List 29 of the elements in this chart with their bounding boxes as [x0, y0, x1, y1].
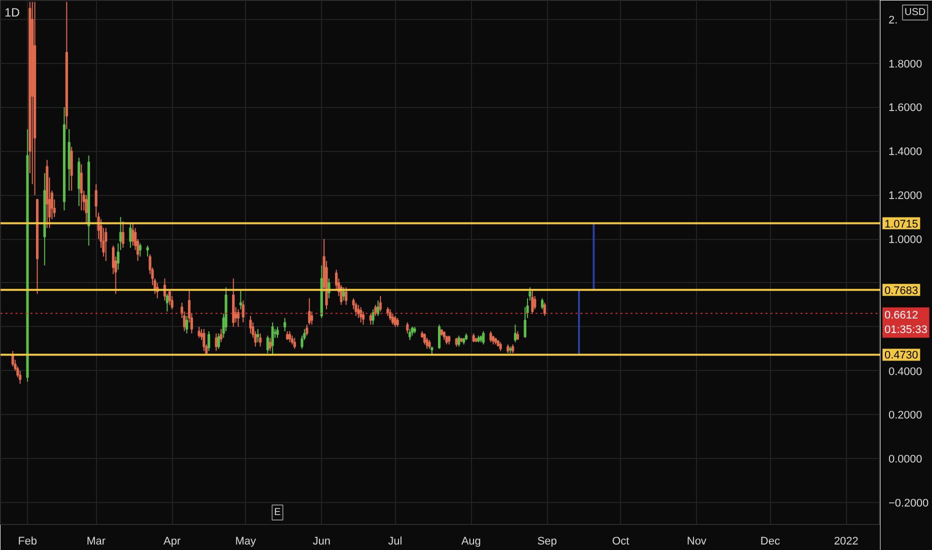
- y-tick-label: 1.4000: [888, 146, 922, 158]
- x-tick-label: Apr: [164, 536, 181, 548]
- x-tick-label: Nov: [686, 536, 707, 548]
- ref-line-label: 0.6612 01:35:33: [884, 309, 928, 336]
- y-tick-label: 1.8000: [888, 58, 922, 70]
- y-tick-label: 2.: [888, 14, 898, 26]
- ref-line-label: 1.0715: [884, 218, 918, 230]
- y-tick-label: 0.4000: [888, 366, 922, 378]
- x-tick-label: Aug: [461, 536, 481, 548]
- y-tick-label: 0.2000: [888, 410, 922, 422]
- text: USD: [904, 7, 926, 18]
- y-tick-label: 1.0000: [888, 234, 922, 246]
- x-tick-label: 2022: [834, 536, 858, 548]
- x-tick-label: May: [235, 536, 257, 548]
- y-tick-label: 1.6000: [888, 102, 922, 114]
- x-tick-label: Jul: [388, 536, 402, 548]
- annotation: E: [274, 507, 282, 518]
- chart-title: 1D: [4, 6, 20, 20]
- x-tick-label: Oct: [612, 536, 630, 548]
- x-tick-label: Feb: [18, 536, 37, 548]
- ref-line-label: 0.7683: [884, 284, 918, 297]
- x-tick-label: Sep: [537, 536, 557, 548]
- x-tick-label: Mar: [86, 536, 106, 548]
- x-tick-label: Dec: [760, 536, 780, 548]
- y-tick-label: 1.2000: [888, 190, 922, 202]
- ref-line-label: 0.4730: [884, 350, 918, 362]
- x-tick-label: Jun: [312, 536, 330, 548]
- y-tick-label: 0.0000: [888, 454, 922, 466]
- y-tick-label: −0.2000: [888, 498, 929, 510]
